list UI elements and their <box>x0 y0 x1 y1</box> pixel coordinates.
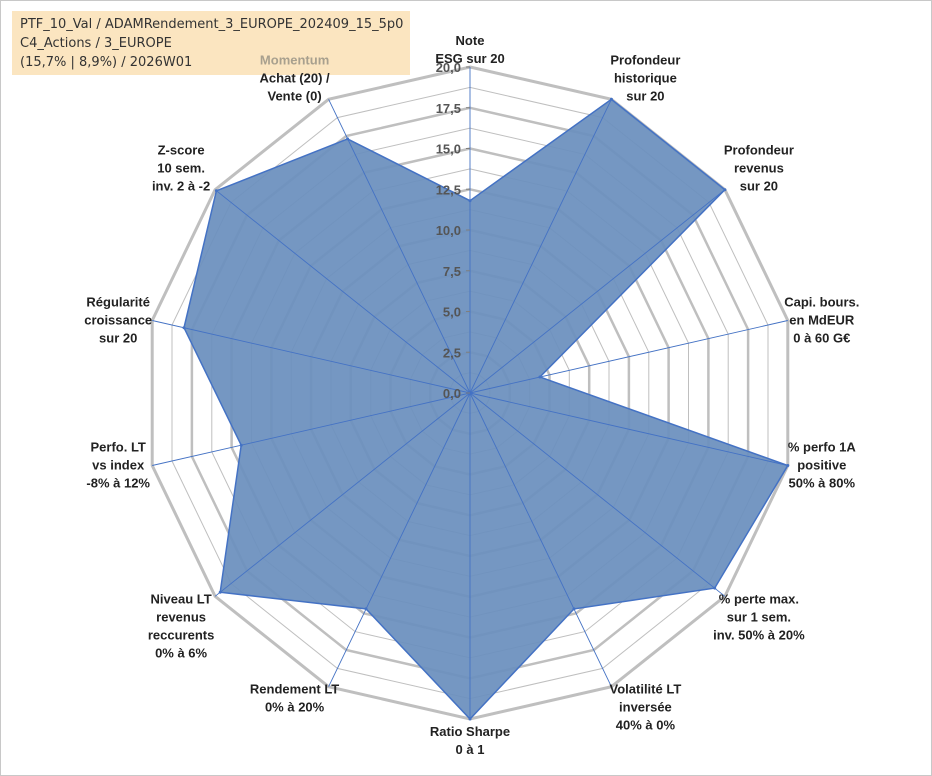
axis-label-line: Profondeur <box>610 52 680 67</box>
axis-spoke <box>469 392 612 687</box>
axis-label-line: croissance <box>84 313 152 328</box>
tick-label: 2,5 <box>443 345 461 360</box>
axis-label-0: Note ESG sur 20 <box>435 33 504 66</box>
tick-label: 20,0 <box>436 60 461 75</box>
axis-label-line: positive <box>797 458 846 473</box>
axis-spoke <box>469 392 726 597</box>
axis-label-line: Rendement LT <box>250 682 339 697</box>
axis-label-line: 0% à 6% <box>155 645 207 660</box>
axis-spoke <box>469 392 788 466</box>
axis-label-line: Volatilité LT <box>610 682 682 697</box>
axis-label-line: 0 à 60 G€ <box>793 331 850 346</box>
axis-label-line: Momentum <box>260 52 329 67</box>
axis-spoke <box>469 99 612 394</box>
axis-label-5: % perte max. sur 1 sem. inv. 50% à 20% <box>713 591 805 642</box>
axis-label-line: sur 1 sem. <box>727 609 791 624</box>
axis-label-line: Z-score <box>158 143 205 158</box>
axis-label-line: Perfo. LT <box>91 440 146 455</box>
axis-label-12: Z-score 10 sem. inv. 2 à -2 <box>152 143 210 194</box>
series-area <box>183 98 789 721</box>
axis-label-9: Niveau LT revenus reccurents 0% à 6% <box>148 591 214 660</box>
tick-label: 12,5 <box>436 182 461 197</box>
axis-label-line: Achat (20) / <box>260 70 330 85</box>
axis-label-line: vs index <box>92 458 145 473</box>
axis-label-13: Momentum Achat (20) / Vente (0) <box>260 52 330 103</box>
axis-spoke <box>328 99 471 394</box>
axis-label-10: Perfo. LT vs index -8% à 12% <box>86 440 150 491</box>
axis-label-8: Rendement LT 0% à 20% <box>250 682 339 715</box>
axis-label-line: sur 20 <box>740 179 778 194</box>
axis-spoke <box>214 189 471 394</box>
axis-label-line: 50% à 80% <box>789 476 856 491</box>
axis-label-line: inv. 50% à 20% <box>713 627 805 642</box>
axis-label-line: reccurents <box>148 627 214 642</box>
axis-label-line: sur 20 <box>626 88 664 103</box>
axis-spoke <box>469 189 726 394</box>
axis-spoke <box>328 392 471 687</box>
portfolio-name: PTF_10_Val / ADAMRendement_3_EUROPE_2024… <box>20 17 404 32</box>
radar-series <box>182 97 790 721</box>
axis-label-1: Profondeur historique sur 20 <box>610 52 680 103</box>
axis-label-line: Niveau LT <box>151 591 212 606</box>
axis-spoke <box>214 392 471 597</box>
portfolio-category: C4_Actions / 3_EUROPE <box>20 36 172 51</box>
radar-axis-labels: Note ESG sur 20 Profondeur historique sur 20… <box>84 33 859 757</box>
axis-label-line: historique <box>614 70 677 85</box>
axis-label-11: Régularité croissance sur 20 <box>84 295 152 346</box>
radar-ticks: 0,0 2,5 5,0 7,5 10,0 12,5 15,0 17,5 20,0 <box>436 60 470 401</box>
axis-spoke <box>152 392 471 466</box>
axis-label-line: 0% à 20% <box>265 700 325 715</box>
axis-spoke <box>469 320 788 394</box>
tick-label: 17,5 <box>436 101 461 116</box>
tick-label: 0,0 <box>443 386 461 401</box>
axis-label-line: Note <box>456 33 485 48</box>
axis-label-line: inversée <box>619 700 672 715</box>
axis-label-line: -8% à 12% <box>86 476 150 491</box>
radar-spokes <box>152 67 788 719</box>
axis-label-line: 0 à 1 <box>456 742 485 757</box>
axis-label-line: % perfo 1A <box>788 440 857 455</box>
axis-label-6: Volatilité LT inversée 40% à 0% <box>610 682 682 733</box>
axis-label-line: inv. 2 à -2 <box>152 179 210 194</box>
tick-label: 7,5 <box>443 264 461 279</box>
axis-label-line: Vente (0) <box>268 88 322 103</box>
portfolio-info-box: PTF_10_Val / ADAMRendement_3_EUROPE_2024… <box>12 11 410 75</box>
axis-label-line: Ratio Sharpe <box>430 724 510 739</box>
tick-label: 15,0 <box>436 142 461 157</box>
axis-label-line: 10 sem. <box>157 161 205 176</box>
tick-label: 5,0 <box>443 305 461 320</box>
axis-label-line: revenus <box>734 161 784 176</box>
axis-spoke <box>152 320 471 394</box>
axis-label-line: % perte max. <box>719 591 799 606</box>
tick-label: 10,0 <box>436 223 461 238</box>
axis-label-line: ESG sur 20 <box>435 51 504 66</box>
axis-label-4: % perfo 1A positive 50% à 80% <box>788 440 857 491</box>
axis-label-2: Profondeur revenus sur 20 <box>724 143 794 194</box>
axis-label-line: Capi. bours. <box>784 295 859 310</box>
axis-label-line: 40% à 0% <box>616 718 676 733</box>
axis-label-line: Régularité <box>86 295 150 310</box>
axis-label-3: Capi. bours. en MdEUR 0 à 60 G€ <box>784 295 859 346</box>
axis-label-7: Ratio Sharpe 0 à 1 <box>430 724 510 757</box>
axis-label-line: revenus <box>156 609 206 624</box>
axis-label-line: Profondeur <box>724 143 794 158</box>
axis-label-line: en MdEUR <box>789 313 855 328</box>
axis-label-line: sur 20 <box>99 331 137 346</box>
portfolio-stats: (15,7% | 8,9%) / 2026W01 <box>20 55 193 70</box>
